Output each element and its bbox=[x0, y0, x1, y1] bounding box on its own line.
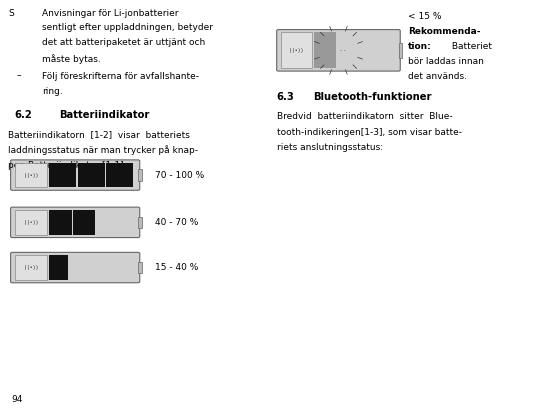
Text: 94: 94 bbox=[11, 395, 22, 404]
Text: - -: - - bbox=[340, 48, 345, 53]
Text: –: – bbox=[17, 72, 21, 81]
Bar bbox=[50, 163, 76, 187]
Text: Följ föreskrifterna för avfallshante-: Följ föreskrifterna för avfallshante- bbox=[42, 72, 199, 81]
Text: 15 - 40 %: 15 - 40 % bbox=[155, 263, 198, 272]
Text: S: S bbox=[8, 9, 14, 18]
Bar bbox=[15, 210, 47, 235]
Text: pen Batteriindikator [1-1]:: pen Batteriindikator [1-1]: bbox=[8, 161, 127, 170]
Bar bbox=[15, 163, 47, 187]
Bar bbox=[138, 262, 142, 273]
Text: Batteriet: Batteriet bbox=[449, 42, 492, 51]
Text: ring.: ring. bbox=[42, 87, 63, 96]
Text: ((•)): ((•)) bbox=[23, 173, 38, 178]
Bar bbox=[138, 169, 142, 181]
Text: riets anslutningsstatus:: riets anslutningsstatus: bbox=[277, 143, 383, 152]
Text: Batteriindikator: Batteriindikator bbox=[59, 110, 149, 120]
Text: det används.: det används. bbox=[408, 72, 467, 81]
FancyBboxPatch shape bbox=[277, 30, 400, 71]
Text: sentligt efter uppladdningen, betyder: sentligt efter uppladdningen, betyder bbox=[42, 23, 213, 32]
Bar bbox=[78, 163, 105, 187]
Text: 40 - 70 %: 40 - 70 % bbox=[155, 218, 198, 227]
Text: tion:: tion: bbox=[408, 42, 432, 51]
Text: tooth-indikeringen[1-3], som visar batte-: tooth-indikeringen[1-3], som visar batte… bbox=[277, 128, 462, 137]
Text: Anvisningar för Li-jonbatterier: Anvisningar för Li-jonbatterier bbox=[42, 9, 178, 18]
Text: ((•)): ((•)) bbox=[289, 48, 304, 53]
FancyBboxPatch shape bbox=[11, 207, 140, 238]
FancyBboxPatch shape bbox=[11, 160, 140, 190]
Text: bör laddas innan: bör laddas innan bbox=[408, 57, 484, 66]
Bar bbox=[15, 255, 47, 280]
Bar bbox=[73, 210, 96, 235]
Text: 6.3: 6.3 bbox=[277, 92, 295, 102]
Bar bbox=[50, 255, 68, 280]
Text: 6.2: 6.2 bbox=[14, 110, 32, 120]
Text: 70 - 100 %: 70 - 100 % bbox=[155, 171, 204, 180]
Text: Bluetooth-funktioner: Bluetooth-funktioner bbox=[313, 92, 432, 102]
Bar bbox=[106, 163, 133, 187]
Text: ((•)): ((•)) bbox=[23, 265, 38, 270]
Text: ((•)): ((•)) bbox=[23, 220, 38, 225]
Bar bbox=[138, 217, 142, 228]
Bar bbox=[399, 43, 402, 58]
Bar bbox=[50, 210, 72, 235]
Text: Rekommenda-: Rekommenda- bbox=[408, 27, 481, 36]
Text: laddningsstatus när man trycker på knap-: laddningsstatus när man trycker på knap- bbox=[8, 145, 198, 155]
Text: < 15 %: < 15 % bbox=[408, 12, 442, 21]
Text: det att batteripaketet är uttjänt och: det att batteripaketet är uttjänt och bbox=[42, 38, 205, 47]
Text: måste bytas.: måste bytas. bbox=[42, 54, 101, 64]
Bar bbox=[281, 32, 312, 68]
FancyBboxPatch shape bbox=[11, 252, 140, 283]
Bar bbox=[314, 32, 337, 68]
Text: Batteriindikatorn  [1-2]  visar  batteriets: Batteriindikatorn [1-2] visar batteriets bbox=[8, 130, 190, 139]
Text: Bredvid  batteriindikatorn  sitter  Blue-: Bredvid batteriindikatorn sitter Blue- bbox=[277, 112, 452, 121]
